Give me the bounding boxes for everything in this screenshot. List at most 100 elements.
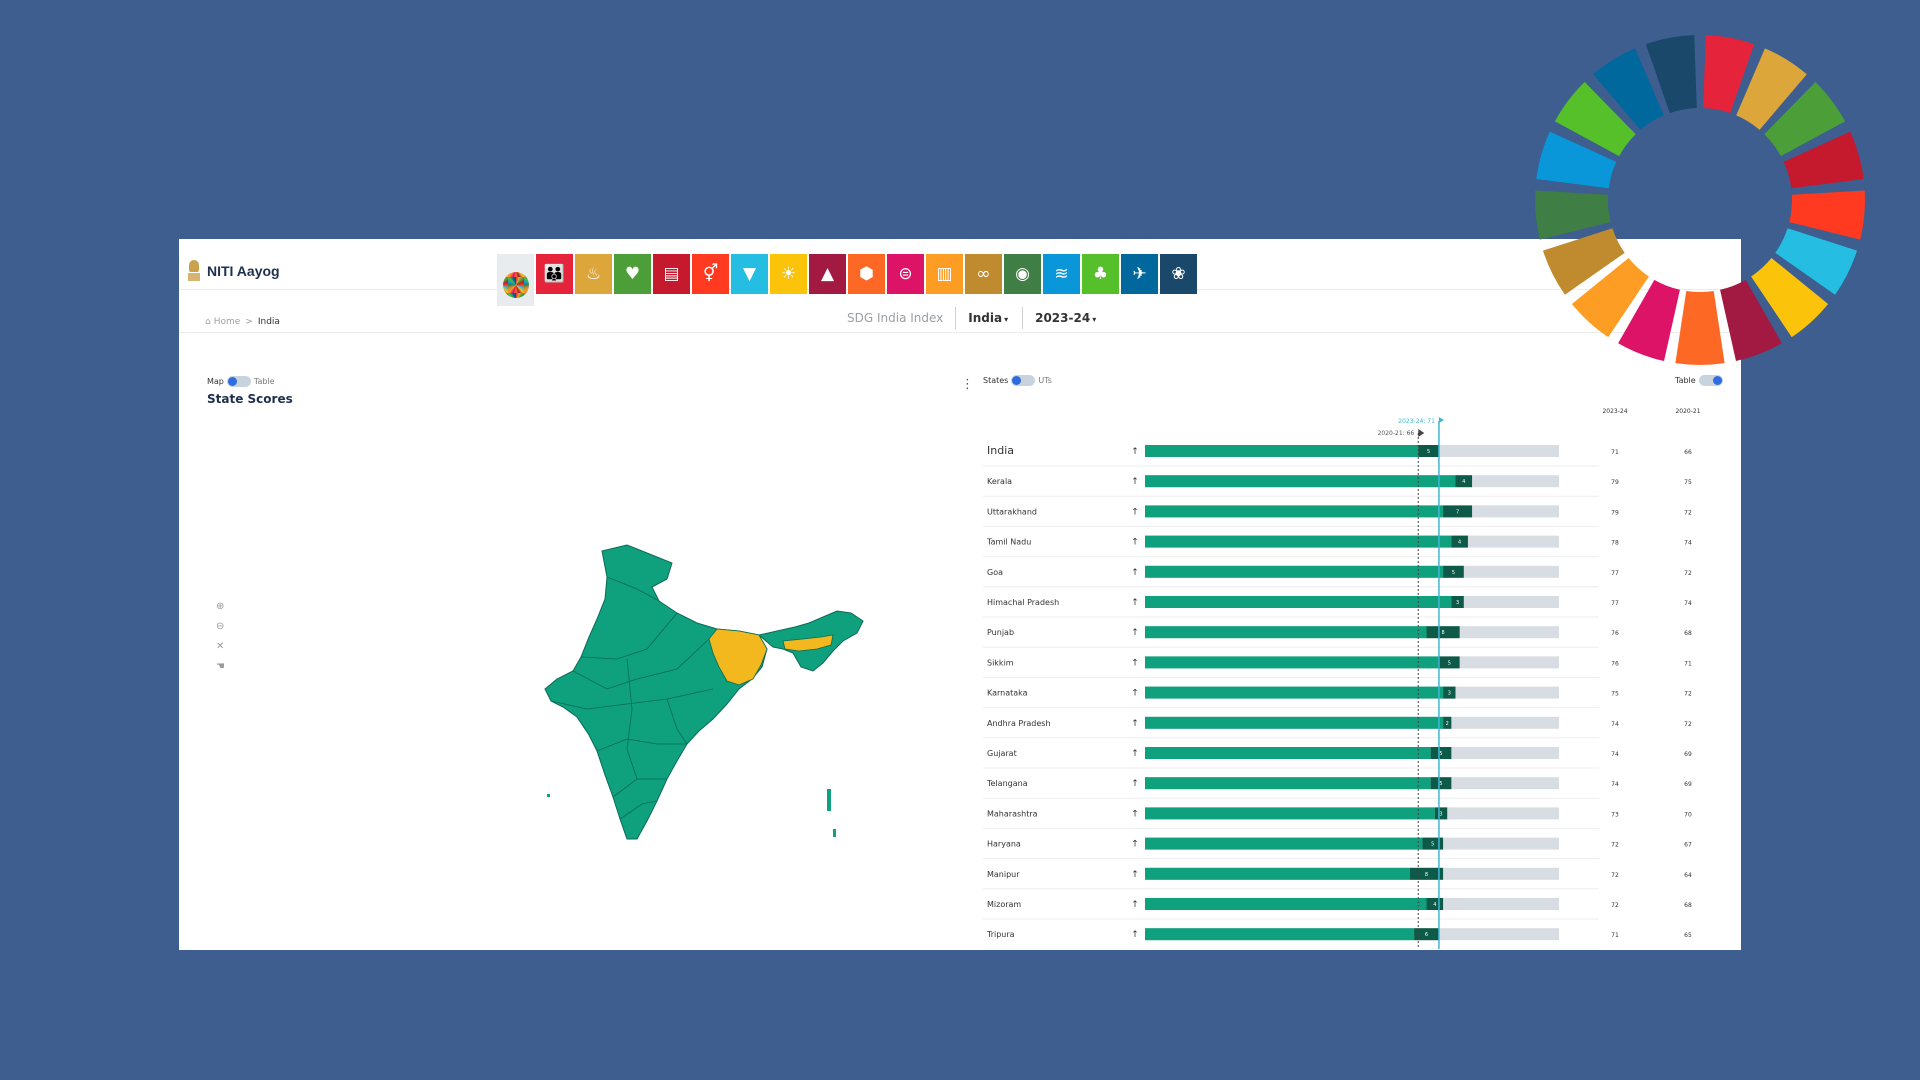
value-2020: 75 [1684,479,1692,486]
wheel-segment [1618,279,1680,362]
value-2020: 68 [1684,630,1692,637]
zoom-out-icon[interactable]: ⊖ [216,621,225,632]
goal-tile-4[interactable]: ▤ [653,254,690,294]
bar-change [1430,747,1452,759]
col-header-2020: 2020-21 [1675,408,1700,415]
value-2023: 74 [1611,781,1619,788]
zoom-in-icon[interactable]: ⊕ [216,601,225,612]
year-dropdown[interactable]: 2023-24 ▾ [1023,307,1096,329]
table-row[interactable]: Haryana ↑ 5 72 67 [983,837,1692,860]
value-2020: 67 [1684,842,1692,849]
bar-change [1422,837,1444,850]
more-options-icon[interactable]: ⋮ [961,377,974,392]
table-view-toggle[interactable] [1698,375,1723,386]
table-row[interactable]: Manipur ↑ 8 72 64 [983,867,1692,890]
wheel-segment [1535,190,1611,240]
india-mainland[interactable] [544,544,768,840]
breadcrumb-current: India [257,317,280,327]
goal-tile-11[interactable]: ▥ [926,254,963,294]
zero-hunger-icon: ♨ [585,264,602,284]
yellow-states[interactable] [708,628,834,686]
national-emblem-icon [187,258,201,284]
reset-view-icon[interactable]: ✕ [216,641,225,652]
table-row[interactable]: Kerala ↑ 4 79 75 [983,475,1692,497]
change-label: 2 [1446,721,1449,727]
value-2023: 79 [1611,509,1619,516]
goal-tile-12[interactable]: ∞ [965,254,1002,294]
table-row[interactable]: Tripura ↑ 6 71 65 [983,928,1692,949]
goal-tile-14[interactable]: ≋ [1043,254,1080,294]
industry-innovation-icon: ⬢ [859,264,874,284]
table-row[interactable]: Punjab ↑ 8 76 68 [983,626,1692,648]
goal-tile-all[interactable] [497,254,534,306]
state-name: Punjab [987,628,1014,637]
wheel-segment [1554,82,1636,157]
trend-up-icon: ↑ [1131,628,1139,638]
table-row[interactable]: Telangana ↑ 5 74 69 [983,777,1692,799]
goal-tile-16[interactable]: ✈ [1121,254,1158,294]
niti-aayog-logo[interactable]: NITI Aayog [187,258,280,284]
trend-up-icon: ↑ [1131,447,1139,457]
change-label: 4 [1462,479,1465,485]
table-row[interactable]: Mizoram ↑ 4 72 68 [983,898,1692,920]
table-row[interactable]: Tamil Nadu ↑ 4 78 74 [983,535,1692,558]
bar-2020 [1145,535,1452,548]
bar-2020 [1145,928,1415,941]
chevron-down-icon: ▾ [1092,315,1097,324]
map-table-toggle[interactable] [226,376,251,387]
table-row[interactable]: Andhra Pradesh ↑ 2 74 72 [983,716,1692,739]
goal-tile-15[interactable]: ♣ [1082,254,1119,294]
india-states-green[interactable] [544,544,768,840]
index-selector-bar: SDG India Index India ▾ 2023-24 ▾ [847,306,1096,330]
india-map[interactable] [477,539,877,899]
partnerships-icon: ❀ [1171,264,1186,284]
region-dropdown[interactable]: India ▾ [956,307,1024,329]
states-uts-toggle-row: States UTs [983,375,1052,386]
goal-tile-10[interactable]: ⊜ [887,254,924,294]
goal-tile-17[interactable]: ❀ [1160,254,1197,294]
value-2023: 71 [1611,932,1619,939]
goal-tile-2[interactable]: ♨ [575,254,612,294]
bar-2020 [1145,837,1423,850]
states-uts-toggle[interactable] [1011,375,1036,386]
table-row[interactable]: Maharashtra ↑ 3 73 70 [983,807,1692,829]
trend-up-icon: ↑ [1131,507,1139,517]
state-name: Himachal Pradesh [987,598,1059,607]
bar-change [1434,807,1448,820]
goal-tile-3[interactable]: ♥ [614,254,651,294]
goal-tile-8[interactable]: ▲ [809,254,846,294]
wheel-segment [1789,190,1865,240]
clean-water-icon: ▼ [742,264,757,284]
wheel-segment [1645,35,1697,114]
goal-tile-1[interactable]: 👪 [536,254,573,294]
bar-2020 [1145,505,1444,518]
table-row[interactable]: Sikkim ↑ 5 76 71 [983,656,1692,678]
goal-tile-5[interactable]: ⚥ [692,254,729,294]
table-row[interactable]: Himachal Pradesh ↑ 3 77 74 [983,596,1692,618]
pan-hand-icon[interactable]: ☚ [216,661,225,672]
state-name: Andhra Pradesh [987,719,1051,728]
table-row[interactable]: Gujarat ↑ 5 74 69 [983,747,1692,769]
goal-tile-6[interactable]: ▼ [731,254,768,294]
responsible-consumption-icon: ∞ [976,264,991,284]
goal-tile-7[interactable]: ☀ [770,254,807,294]
trend-up-icon: ↑ [1131,689,1139,699]
bar-change [1451,596,1464,608]
bar-2020 [1145,747,1431,759]
goal-tile-13[interactable]: ◉ [1004,254,1041,294]
bar-change [1438,656,1460,669]
bihar-jharkhand-yellow[interactable] [708,628,768,686]
table-row[interactable]: Goa ↑ 5 77 72 [983,565,1692,588]
wheel-segment [1536,131,1617,189]
goal-tile-9[interactable]: ⬢ [848,254,885,294]
state-name: Maharashtra [987,809,1038,818]
bar-2020 [1145,565,1444,578]
bar-change [1443,505,1473,518]
home-icon[interactable]: ⌂ [205,317,211,327]
change-label: 5 [1431,842,1434,848]
table-row[interactable]: Karnataka ↑ 3 75 72 [983,686,1692,709]
breadcrumb-home[interactable]: Home [213,317,241,327]
table-row[interactable]: India ↑ 5 71 66 [983,444,1692,467]
table-row[interactable]: Uttarakhand ↑ 7 79 72 [983,505,1692,527]
assam-yellow[interactable] [782,634,834,652]
